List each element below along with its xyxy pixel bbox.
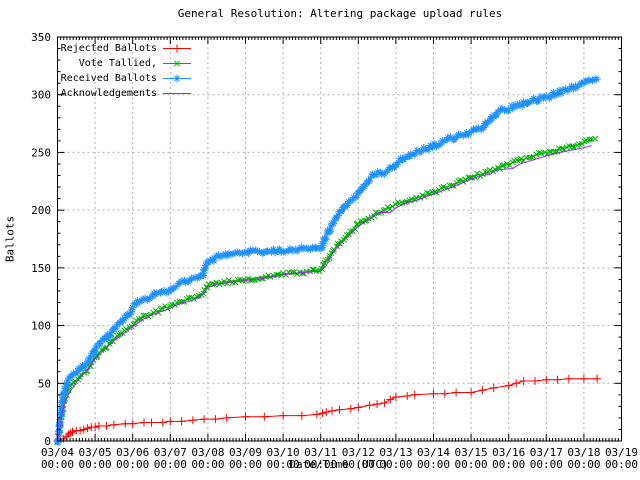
svg-text:03/16: 03/16 — [492, 446, 525, 459]
svg-text:00:00: 00:00 — [605, 458, 638, 471]
legend-item-rejected-ballots: Rejected Ballots — [60, 41, 192, 56]
legend-label-received-ballots: Received Ballots — [60, 73, 157, 84]
svg-text:03/12: 03/12 — [342, 446, 375, 459]
legend-line-plus-icon — [163, 44, 191, 53]
svg-text:00:00: 00:00 — [116, 458, 149, 471]
legend-label-rejected-ballots: Rejected Ballots — [60, 43, 157, 54]
svg-text:00:00: 00:00 — [191, 458, 224, 471]
legend-line-plain-icon — [163, 93, 191, 94]
svg-text:00:00: 00:00 — [492, 458, 525, 471]
svg-text:150: 150 — [31, 262, 51, 275]
svg-text:03/10: 03/10 — [267, 446, 300, 459]
svg-text:03/19: 03/19 — [605, 446, 638, 459]
svg-text:00:00: 00:00 — [342, 458, 375, 471]
svg-text:03/14: 03/14 — [417, 446, 450, 459]
svg-text:00:00: 00:00 — [154, 458, 187, 471]
legend-line-x-icon — [163, 60, 191, 67]
legend: Rejected Ballots Vote Tallied, Received … — [60, 41, 192, 101]
svg-text:350: 350 — [31, 31, 51, 44]
svg-text:03/17: 03/17 — [530, 446, 563, 459]
svg-text:00:00: 00:00 — [41, 458, 74, 471]
svg-text:00:00: 00:00 — [229, 458, 262, 471]
svg-text:00:00: 00:00 — [567, 458, 600, 471]
svg-text:00:00: 00:00 — [530, 458, 563, 471]
svg-text:03/05: 03/05 — [79, 446, 112, 459]
x-axis-label: Date/Time (UTC) — [289, 458, 389, 471]
legend-item-vote-tallied: Vote Tallied, — [60, 56, 192, 71]
svg-text:00:00: 00:00 — [304, 458, 337, 471]
axes — [57, 36, 622, 442]
legend-line-asterisk-icon — [163, 74, 191, 83]
svg-text:03/08: 03/08 — [191, 446, 224, 459]
svg-text:00:00: 00:00 — [379, 458, 412, 471]
svg-text:00:00: 00:00 — [417, 458, 450, 471]
grid-lines — [57, 37, 622, 441]
svg-text:50: 50 — [38, 377, 51, 390]
svg-text:00:00: 00:00 — [79, 458, 112, 471]
svg-text:200: 200 — [31, 204, 51, 217]
svg-text:03/11: 03/11 — [304, 446, 337, 459]
series-vote-tallied — [54, 135, 599, 445]
svg-text:03/13: 03/13 — [379, 446, 412, 459]
legend-label-vote-tallied: Vote Tallied, — [78, 58, 157, 69]
legend-label-acknowledgements: Acknowledgements — [60, 88, 157, 99]
legend-item-received-ballots: Received Ballots — [60, 71, 192, 86]
svg-text:0: 0 — [44, 435, 51, 448]
svg-text:00:00: 00:00 — [267, 458, 300, 471]
svg-text:00:00: 00:00 — [455, 458, 488, 471]
svg-text:03/06: 03/06 — [116, 446, 149, 459]
svg-text:03/07: 03/07 — [154, 446, 187, 459]
svg-text:250: 250 — [31, 146, 51, 159]
series-acknowledgements — [57, 145, 592, 442]
series-rejected-ballots — [53, 374, 602, 445]
tick-labels: 05010015020025030035003/0400:0003/0500:0… — [31, 31, 638, 471]
svg-text:03/18: 03/18 — [567, 446, 600, 459]
series-received-ballots — [54, 75, 601, 447]
svg-text:03/09: 03/09 — [229, 446, 262, 459]
legend-item-acknowledgements: Acknowledgements — [60, 86, 192, 101]
svg-text:03/15: 03/15 — [455, 446, 488, 459]
svg-text:300: 300 — [31, 89, 51, 102]
data-series — [53, 75, 602, 447]
chart-title: General Resolution: Altering package upl… — [177, 7, 503, 20]
svg-text:100: 100 — [31, 320, 51, 333]
svg-text:03/04: 03/04 — [41, 446, 74, 459]
